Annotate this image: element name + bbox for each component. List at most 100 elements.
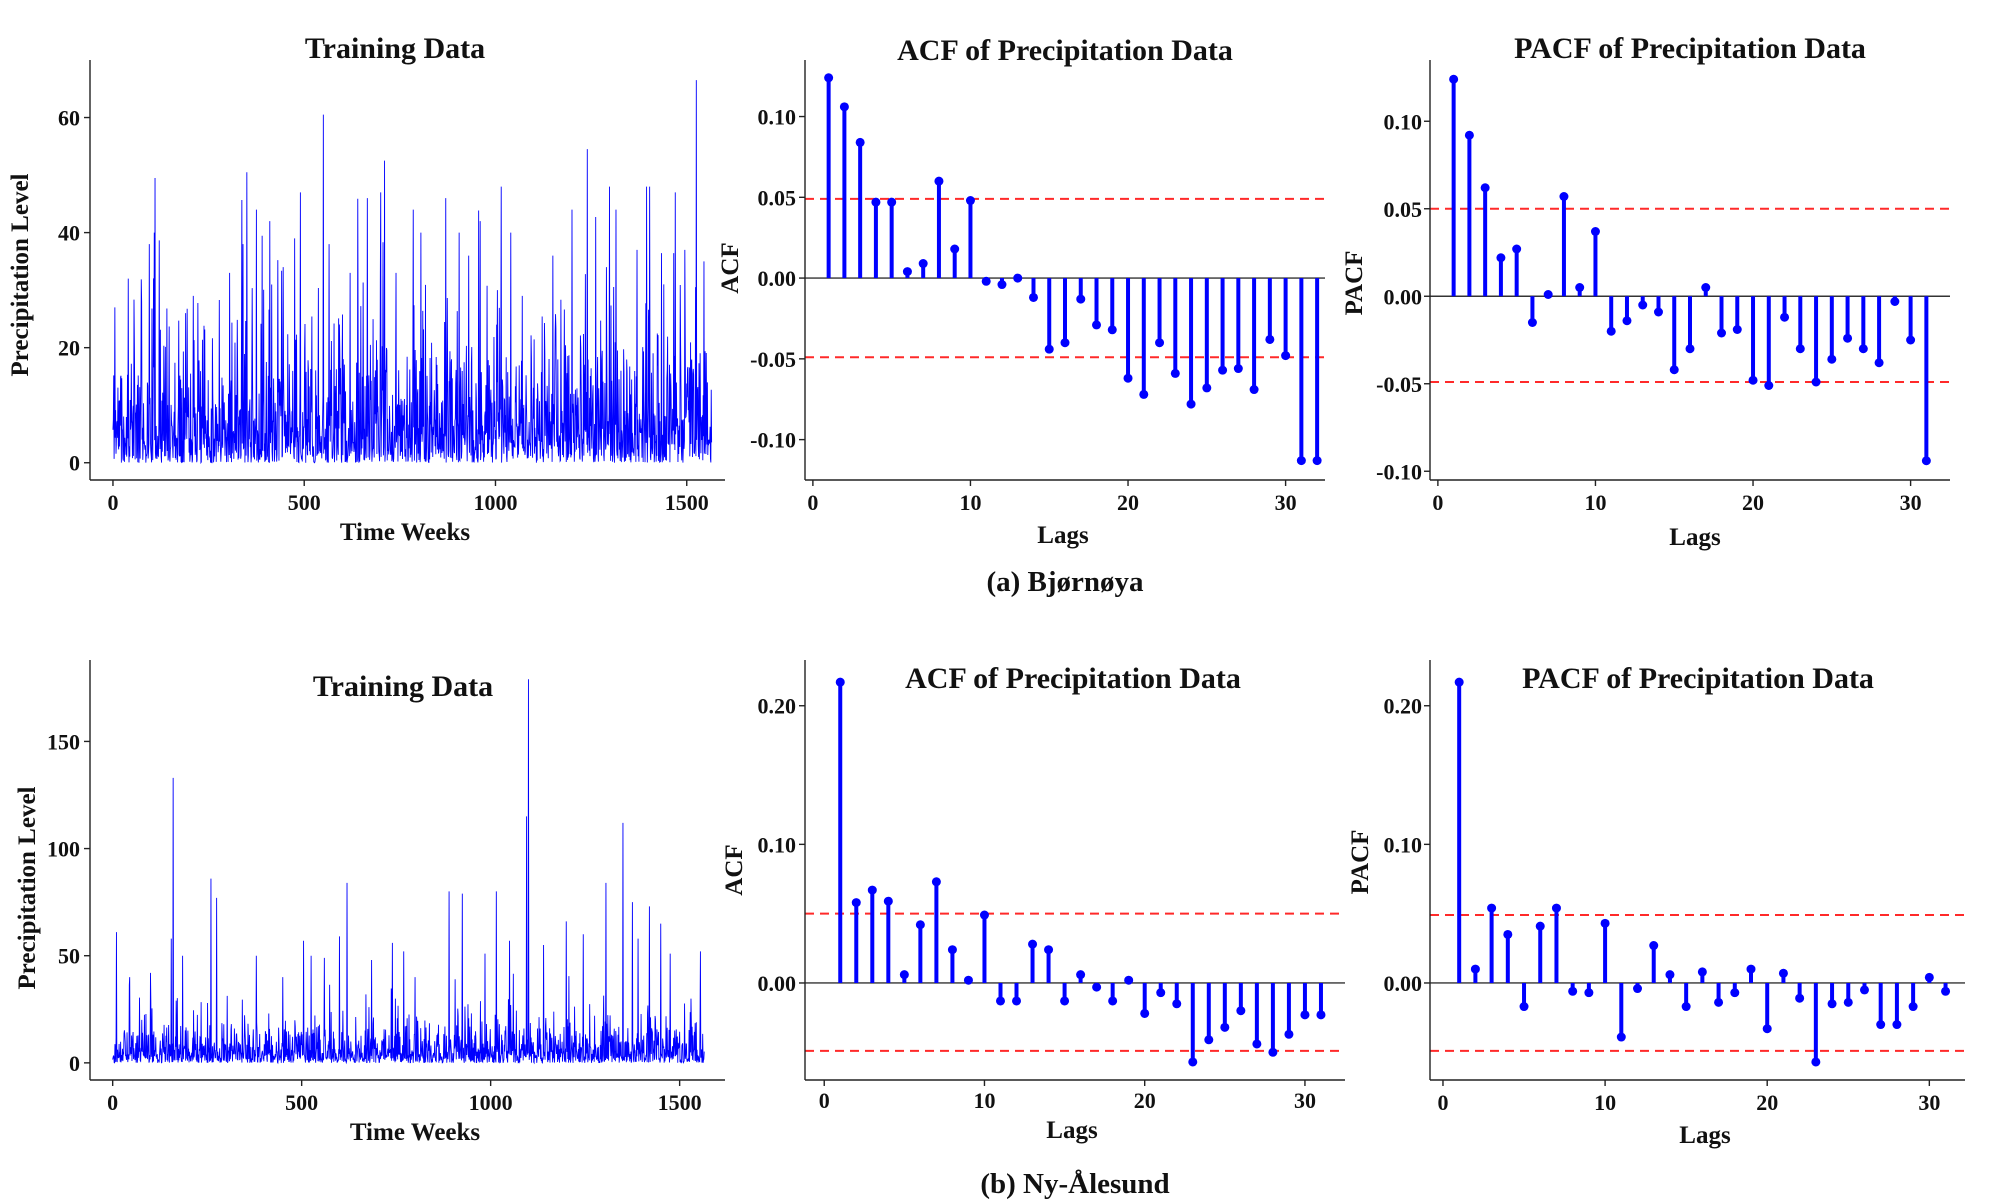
x-tick-label: 30: [1294, 1088, 1316, 1113]
marker-lag-8: [947, 945, 957, 955]
marker-lag-23: [1170, 368, 1180, 378]
x-tick-label: 20: [1134, 1088, 1156, 1113]
x-tick-label: 10: [973, 1088, 995, 1113]
marker-lag-16: [1076, 970, 1086, 980]
y-axis-label: ACF: [717, 242, 744, 293]
marker-lag-9: [950, 244, 960, 254]
marker-lag-13: [1028, 939, 1038, 949]
y-tick-label: 0.05: [758, 185, 797, 210]
marker-lag-26: [1843, 333, 1853, 343]
chart-title: ACF of Precipitation Data: [897, 34, 1233, 67]
marker-lag-20: [1748, 375, 1758, 385]
panels: Training Data Time Weeks Precipitation Lev…: [7, 32, 1965, 1149]
y-tick-label: 50: [58, 944, 80, 969]
marker-lag-14: [1653, 307, 1663, 317]
x-tick-label: 30: [1275, 490, 1297, 515]
x-tick-label: 0: [107, 1090, 118, 1115]
marker-lag-16: [1697, 967, 1707, 977]
marker-lag-29: [1908, 1002, 1918, 1012]
x-tick-label: 30: [1918, 1090, 1940, 1115]
caption-a: (a) Bjørnøya: [986, 566, 1144, 598]
marker-lag-30: [1906, 335, 1916, 345]
marker-lag-1: [1449, 74, 1459, 84]
marker-lag-31: [1921, 456, 1931, 466]
y-tick-label: 0.00: [1384, 284, 1423, 309]
marker-lag-14: [1044, 945, 1054, 955]
y-tick-label: 0.00: [758, 266, 797, 291]
y-tick-label: 0.00: [758, 971, 797, 996]
marker-lag-31: [1941, 986, 1951, 996]
marker-lag-1: [835, 677, 845, 687]
marker-lag-27: [1233, 364, 1243, 374]
marker-lag-27: [1252, 1039, 1262, 1049]
x-tick-label: 0: [807, 490, 818, 515]
marker-lag-17: [1714, 997, 1724, 1007]
marker-lag-5: [1519, 1002, 1529, 1012]
marker-lag-7: [918, 259, 928, 269]
a_training-chart: Training Data Time Weeks Precipitation Lev…: [7, 32, 725, 546]
marker-lag-28: [1892, 1020, 1902, 1030]
x-tick-label: 20: [1756, 1090, 1778, 1115]
y-tick-label: -0.10: [750, 428, 796, 453]
y-tick-label: -0.10: [1376, 459, 1422, 484]
marker-lag-7: [1551, 903, 1561, 913]
marker-lag-20: [1140, 1008, 1150, 1018]
x-tick-label: 500: [285, 1090, 318, 1115]
marker-lag-14: [1028, 292, 1038, 302]
y-tick-label: 0.10: [758, 105, 797, 130]
y-axis-label: Precipitation Level: [7, 173, 34, 376]
marker-lag-12: [997, 280, 1007, 290]
marker-lag-10: [1590, 227, 1600, 236]
marker-lag-28: [1268, 1047, 1278, 1057]
marker-lag-2: [1470, 964, 1480, 974]
marker-lag-29: [1265, 334, 1275, 344]
marker-lag-26: [1236, 1006, 1246, 1016]
marker-lag-28: [1249, 385, 1259, 395]
y-tick-label: 0.20: [1384, 694, 1423, 719]
marker-lag-9: [1584, 988, 1594, 998]
marker-lag-10: [965, 196, 975, 206]
marker-lag-18: [1730, 988, 1740, 998]
marker-lag-6: [1535, 921, 1545, 931]
marker-lag-26: [1218, 365, 1228, 375]
marker-lag-30: [1924, 972, 1934, 982]
x-tick-label: 0: [819, 1088, 830, 1113]
x-tick-label: 20: [1117, 490, 1139, 515]
marker-lag-28: [1874, 358, 1884, 368]
y-axis-label: ACF: [721, 844, 748, 895]
marker-lag-11: [1606, 326, 1616, 336]
marker-lag-9: [1575, 283, 1585, 292]
marker-lag-11: [995, 996, 1005, 1006]
y-axis-label: Precipitation Level: [14, 786, 41, 989]
caption-b: (b) Ny-Ålesund: [980, 1168, 1169, 1200]
marker-lag-6: [915, 920, 925, 930]
marker-lag-32: [1312, 456, 1322, 466]
marker-lag-3: [1487, 903, 1497, 913]
marker-lag-4: [871, 197, 881, 207]
marker-lag-19: [1746, 964, 1756, 974]
marker-lag-17: [1701, 283, 1711, 292]
marker-lag-20: [1123, 373, 1133, 383]
marker-lag-8: [1568, 986, 1578, 996]
marker-lag-1: [824, 73, 834, 83]
marker-lag-25: [1202, 383, 1212, 393]
x-tick-label: 1000: [469, 1090, 513, 1115]
marker-lag-27: [1858, 344, 1868, 354]
marker-lag-30: [1281, 351, 1291, 361]
y-tick-label: -0.05: [750, 347, 796, 372]
chart-title: ACF of Precipitation Data: [905, 662, 1241, 695]
x-axis-label: Lags: [1679, 1122, 1731, 1149]
marker-lag-16: [1685, 344, 1695, 354]
b_acf-chart: ACF of Precipitation Data Lags ACF 0 10 20 30 0…: [721, 660, 1345, 1144]
marker-lag-4: [883, 896, 893, 906]
marker-lag-31: [1316, 1010, 1326, 1020]
marker-lag-13: [1649, 941, 1659, 951]
chart-title: Training Data: [313, 670, 493, 703]
marker-lag-23: [1795, 344, 1805, 354]
marker-lag-5: [1512, 244, 1522, 254]
y-tick-label: 0.10: [1384, 109, 1423, 134]
marker-lag-27: [1876, 1020, 1886, 1030]
marker-lag-30: [1300, 1010, 1310, 1020]
marker-lag-24: [1186, 399, 1196, 409]
